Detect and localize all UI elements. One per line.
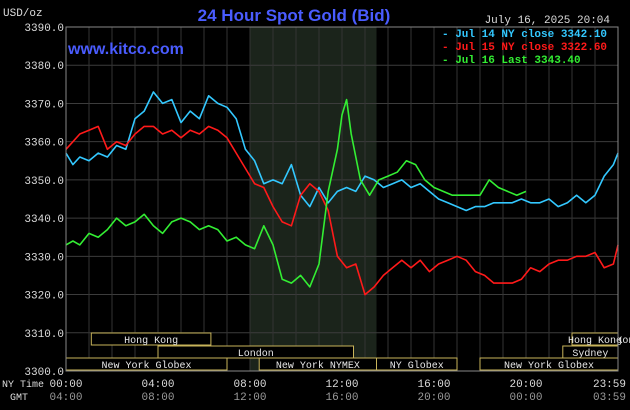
series-lines	[65, 91, 619, 296]
x-tick-label-ny: 12:00	[325, 379, 358, 391]
legend-entry: - Jul 15 NY close 3322.60	[442, 42, 607, 54]
y-tick-label: 3330.0	[24, 252, 64, 264]
session-label: Sydney	[572, 348, 608, 360]
chart-legend: - Jul 14 NY close 3342.10- Jul 15 NY clo…	[442, 29, 607, 67]
session-label: NY Globex	[390, 360, 444, 372]
chart-title: 24 Hour Spot Gold (Bid)	[198, 6, 391, 25]
x-tick-label-gmt: 20:00	[417, 392, 450, 404]
x-tick-label-ny: 20:00	[509, 379, 542, 391]
trading-sessions: Hong KongHong KongHong KongLondonSydneyN…	[65, 332, 630, 372]
session-bar	[157, 345, 354, 359]
website-label: www.kitco.com	[67, 41, 184, 58]
x-tick-label-ny: 00:00	[49, 379, 82, 391]
session-label: London	[238, 348, 274, 360]
x-tick-label-gmt: 16:00	[325, 392, 358, 404]
legend-entry: - Jul 14 NY close 3342.10	[442, 29, 607, 41]
session-label: New York Globex	[504, 360, 594, 372]
session-bar	[376, 357, 458, 371]
legend-entry: - Jul 16 Last 3343.40	[442, 55, 581, 67]
chart-grid	[66, 26, 618, 372]
series-line-1	[65, 125, 619, 296]
y-tick-label: 3320.0	[24, 291, 64, 303]
gmt-row-label: GMT	[10, 393, 28, 404]
x-axis-ticks: 00:0004:0004:0008:0008:0012:0012:0016:00…	[49, 379, 626, 404]
session-label: Hong Kong	[568, 336, 622, 347]
date-label: July 16, 2025 20:04	[485, 15, 611, 27]
y-tick-label: 3340.0	[24, 214, 64, 226]
session-bar	[90, 332, 212, 346]
y-axis-ticks: 3390.0 3380.0 3370.0 3360.0 3350.0 3340.0 3330…	[24, 23, 64, 379]
session-label: New York Globex	[101, 360, 191, 372]
series-line-2	[65, 98, 527, 288]
session-label: New York NYMEX	[276, 360, 360, 372]
y-tick-label: 3350.0	[24, 176, 64, 188]
y-tick-label: 3300.0	[24, 367, 64, 379]
plot-frame	[65, 26, 619, 372]
series-line-0	[65, 91, 619, 212]
x-tick-label-ny: 04:00	[141, 379, 174, 391]
y-unit-label: USD/oz	[3, 8, 43, 20]
x-tick-label-gmt: 00:00	[509, 392, 542, 404]
x-tick-label-ny: 23:59	[593, 379, 626, 391]
x-tick-label-gmt: 08:00	[141, 392, 174, 404]
y-tick-label: 3310.0	[24, 329, 64, 341]
y-tick-label: 3360.0	[24, 138, 64, 150]
session-label: Hong Kong	[124, 336, 178, 347]
ny-time-row-label: NY Time	[2, 379, 44, 391]
x-tick-label-gmt: 04:00	[49, 392, 82, 404]
x-tick-label-gmt: 12:00	[233, 392, 266, 404]
y-tick-label: 3370.0	[24, 99, 64, 111]
x-tick-label-gmt: 03:59	[593, 392, 626, 404]
x-tick-label-ny: 16:00	[417, 379, 450, 391]
y-tick-label: 3390.0	[24, 23, 64, 35]
y-tick-label: 3380.0	[24, 61, 64, 73]
x-tick-label-ny: 08:00	[233, 379, 266, 391]
